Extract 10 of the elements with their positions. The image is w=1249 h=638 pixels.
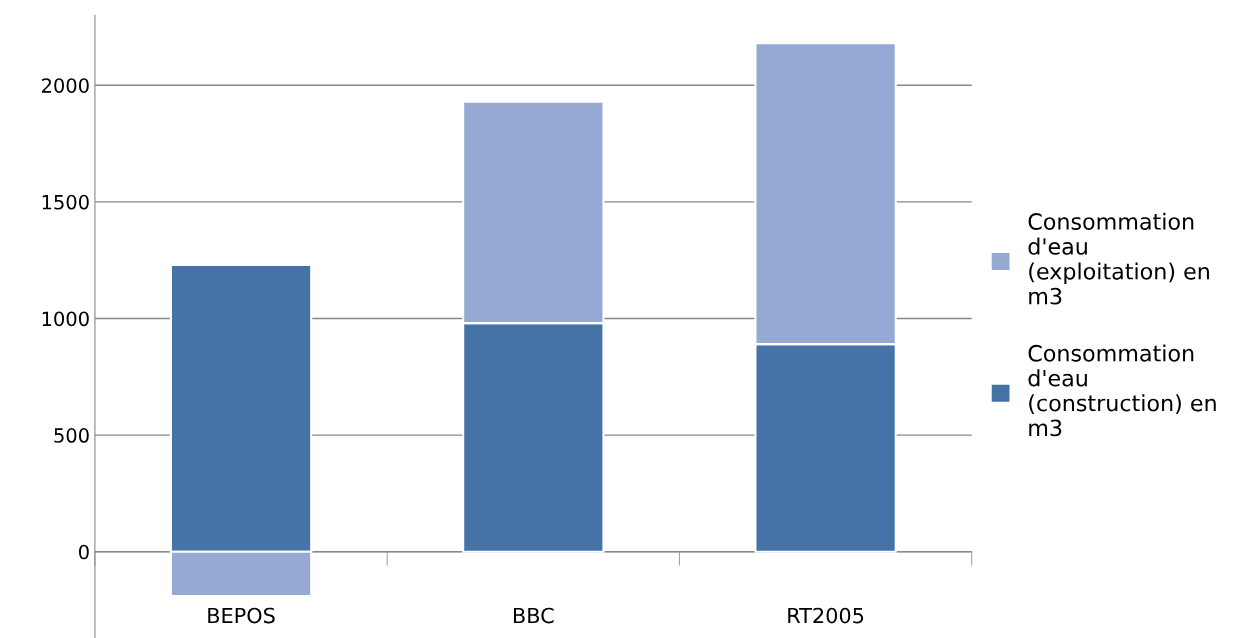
legend-label: Consommation d'eau (exploitation) en m3: [1028, 212, 1209, 305]
y-tick-label: 1000: [42, 311, 89, 327]
legend-label: Consommation d'eau (construction) en m3: [1028, 344, 1216, 437]
y-tick-label: 2000: [42, 78, 89, 93]
y-tick-label: 0: [78, 544, 89, 560]
y-tick-label: 1500: [42, 194, 89, 210]
x-tick-label: BEPOS: [208, 607, 275, 624]
x-tick-label: BBC: [513, 607, 554, 624]
y-tick-label: 500: [54, 428, 89, 443]
x-tick-label: RT2005: [788, 607, 864, 624]
